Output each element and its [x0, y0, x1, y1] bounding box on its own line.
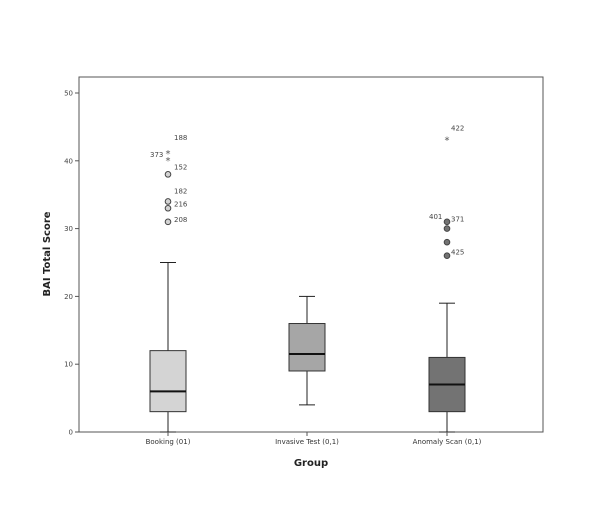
extreme-outlier-marker: * — [166, 156, 171, 167]
box-group: ** — [149, 149, 187, 433]
box-group: * — [428, 135, 466, 433]
outlier-id-label: 216 — [174, 200, 188, 208]
outlier-id-label: 401 — [429, 213, 442, 221]
outlier-id-label: 188 — [174, 134, 187, 142]
outlier-id-label: 373 — [150, 151, 163, 159]
outlier-marker — [443, 238, 451, 246]
extreme-outlier-marker: * — [166, 149, 171, 160]
x-tick-label: Anomaly Scan (0,1) — [413, 438, 482, 446]
outlier-id-label: 182 — [174, 187, 187, 195]
outlier-marker — [164, 204, 172, 212]
outlier-id-label: 208 — [174, 216, 187, 224]
x-axis: Booking (01) Invasive Test (0,1) Anomaly S… — [146, 432, 482, 446]
outlier-id-label: 371 — [451, 216, 464, 224]
y-tick-label: 40 — [64, 157, 73, 165]
outlier-marker — [164, 218, 172, 226]
y-tick-label: 30 — [64, 225, 73, 233]
outlier-marker — [443, 225, 451, 232]
outlier-marker — [443, 252, 451, 260]
y-tick-label: 50 — [64, 90, 73, 98]
box-group — [288, 295, 326, 406]
x-tick-label: Booking (01) — [146, 438, 191, 446]
x-axis-title: Group — [294, 458, 328, 469]
y-axis-title: BAI Total Score — [42, 211, 53, 296]
y-tick-label: 0 — [69, 429, 73, 437]
box-iqr — [288, 323, 326, 372]
x-tick-label: Invasive Test (0,1) — [275, 438, 339, 446]
outlier-id-label: 422 — [451, 124, 464, 132]
outlier-id-label: 425 — [451, 249, 464, 257]
y-axis: 0 10 20 30 40 50 — [64, 90, 79, 437]
box-iqr — [149, 350, 187, 413]
y-tick-label: 20 — [64, 293, 73, 301]
outlier-marker — [164, 198, 172, 205]
outlier-marker — [443, 218, 451, 226]
plot-area-frame — [78, 76, 544, 433]
y-tick-label: 10 — [64, 361, 73, 369]
extreme-outlier-marker: * — [445, 135, 450, 146]
outlier-marker — [164, 171, 172, 178]
outlier-id-label: 152 — [174, 163, 187, 171]
